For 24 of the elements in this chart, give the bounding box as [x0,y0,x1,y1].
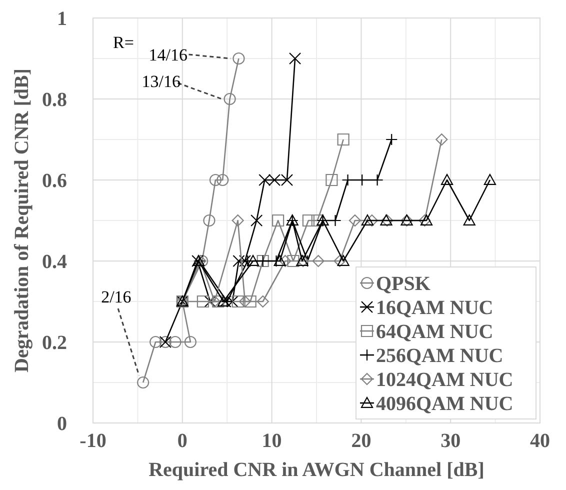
legend-label: 64QAM NUC [376,321,494,343]
annotation: 2/16 [101,288,132,306]
y-axis-title: Degradation of Required CNR [dB] [11,68,33,373]
x-tick-label: 0 [177,430,188,452]
legend-label: 256QAM NUC [376,345,504,367]
x-tick-label: 30 [440,430,461,452]
annotation: 13/16 [142,72,181,91]
annotation: 14/16 [148,46,188,64]
x-tick-label: 40 [530,430,550,452]
x-tick-label: 10 [262,430,282,452]
annotation: R= [113,33,134,52]
legend-label: QPSK [376,273,431,295]
x-axis-title: Required CNR in AWGN Channel [dB] [148,459,484,481]
y-tick-label: 0.4 [42,251,67,273]
legend-label: 16QAM NUC [376,297,494,319]
legend-label: 1024QAM NUC [376,369,514,391]
y-tick-label: 0 [57,413,67,435]
y-tick-label: 0.8 [42,89,67,111]
y-tick-label: 1 [57,8,67,30]
legend-label: 4096QAM NUC [376,393,514,415]
x-tick-label: -10 [80,430,106,452]
y-tick-label: 0.6 [42,170,67,192]
y-tick-label: 0.2 [42,332,67,354]
x-tick-label: 20 [351,430,372,452]
